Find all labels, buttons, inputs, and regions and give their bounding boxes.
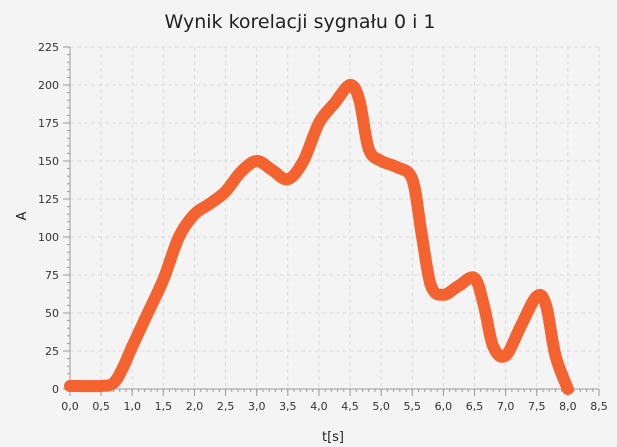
x-tick-label: 5,0 bbox=[372, 400, 390, 413]
x-tick-label: 0,0 bbox=[61, 400, 79, 413]
y-tick-label: 175 bbox=[38, 117, 59, 130]
x-tick-label: 4,0 bbox=[310, 400, 328, 413]
x-tick-label: 6,5 bbox=[466, 400, 484, 413]
y-tick-label: 225 bbox=[38, 41, 59, 54]
x-tick-label: 3,5 bbox=[279, 400, 297, 413]
x-axis-label: t[s] bbox=[322, 430, 344, 445]
y-tick-label: 75 bbox=[45, 269, 59, 282]
x-tick-label: 2,0 bbox=[186, 400, 204, 413]
ticks: 0,0 0,5 1,0 1,5 2,0 2,5 3,0 3,5 4,0 4,5 5,0 5,5 6,0 6… bbox=[38, 41, 608, 413]
axes bbox=[69, 47, 599, 390]
y-tick-label: 50 bbox=[45, 307, 59, 320]
x-tick-label: 1,5 bbox=[155, 400, 173, 413]
y-tick-label: 0 bbox=[52, 383, 59, 396]
grid bbox=[70, 46, 600, 389]
x-tick-label: 7,0 bbox=[497, 400, 515, 413]
x-tick-label: 8,0 bbox=[559, 400, 577, 413]
x-tick-label: 1,0 bbox=[123, 400, 141, 413]
x-tick-label: 0,5 bbox=[92, 400, 110, 413]
series-line bbox=[64, 79, 574, 395]
x-tick-label: 2,5 bbox=[217, 400, 235, 413]
x-tick-label: 8,5 bbox=[590, 400, 608, 413]
series-layer bbox=[64, 79, 574, 395]
x-tick-label: 6,0 bbox=[435, 400, 453, 413]
x-tick-label: 3,0 bbox=[248, 400, 266, 413]
x-tick-label: 4,5 bbox=[341, 400, 359, 413]
x-tick-label: 5,5 bbox=[404, 400, 422, 413]
chart-title: Wynik korelacji sygnału 0 i 1 bbox=[165, 11, 436, 33]
y-tick-label: 150 bbox=[38, 155, 59, 168]
x-tick-label: 7,5 bbox=[528, 400, 546, 413]
y-axis-label: A bbox=[15, 211, 30, 220]
y-tick-label: 25 bbox=[45, 345, 59, 358]
y-tick-label: 100 bbox=[38, 231, 59, 244]
y-tick-label: 125 bbox=[38, 193, 59, 206]
y-tick-label: 200 bbox=[38, 79, 59, 92]
